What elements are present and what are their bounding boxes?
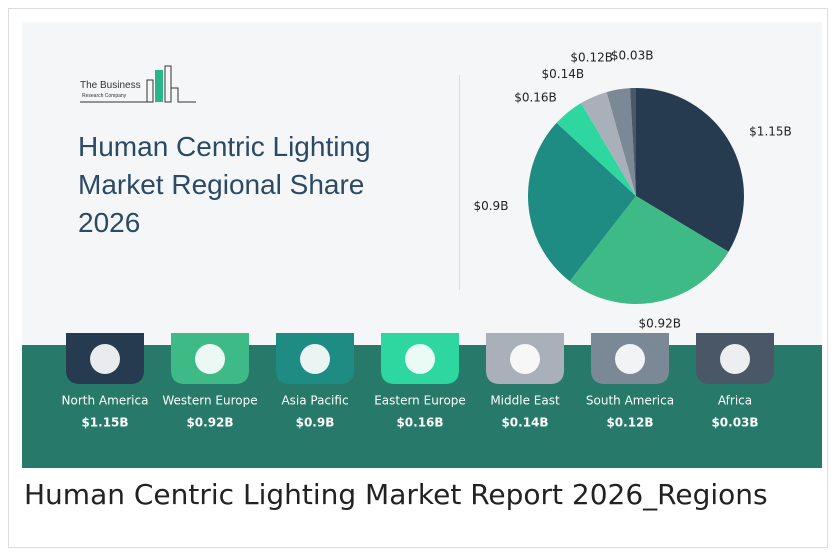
region-name: Eastern Europe [374, 394, 466, 408]
region-value: $0.12B [606, 416, 653, 430]
pie-slice [569, 196, 729, 304]
region-icon [615, 344, 645, 374]
region-value: $0.92B [186, 416, 233, 430]
region-icon [300, 344, 330, 374]
region-value: $0.03B [711, 416, 758, 430]
divider [459, 75, 460, 290]
region-value: $0.14B [501, 416, 548, 430]
pie-slice [528, 122, 636, 282]
pie-slice [581, 92, 636, 196]
region-icon [510, 344, 540, 374]
slice-label: $0.12B [570, 50, 613, 64]
logo-name: The Business [80, 80, 141, 91]
region-value: $0.9B [296, 416, 335, 430]
region-name: Western Europe [162, 394, 257, 408]
region-name: South America [586, 394, 674, 408]
pie-slice [630, 88, 636, 196]
slice-label: $0.03B [611, 49, 654, 63]
region-name: Asia Pacific [281, 394, 348, 408]
chart-title: Human Centric Lighting Market Regional S… [78, 131, 371, 238]
region-value: $1.15B [81, 416, 128, 430]
region-icon [405, 344, 435, 374]
region-icon [195, 344, 225, 374]
slice-label: $0.9B [473, 199, 508, 213]
slice-label: $0.16B [514, 91, 557, 105]
region-icon [90, 344, 120, 374]
pie-slice [636, 87, 744, 252]
slice-label: $0.14B [541, 67, 584, 81]
region-name: North America [62, 394, 149, 408]
region-name: Middle East [490, 394, 560, 408]
region-icon [720, 344, 750, 374]
slice-label: $0.92B [638, 316, 681, 330]
region-value: $0.16B [396, 416, 443, 430]
caption: Human Centric Lighting Market Report 202… [24, 478, 768, 511]
pie-slice [606, 88, 636, 196]
logo-sub: Research Company [82, 93, 127, 99]
logo-icon [80, 65, 196, 103]
slice-label: $1.15B [749, 125, 792, 139]
pie-slice [556, 102, 636, 196]
region-name: Africa [718, 394, 752, 408]
